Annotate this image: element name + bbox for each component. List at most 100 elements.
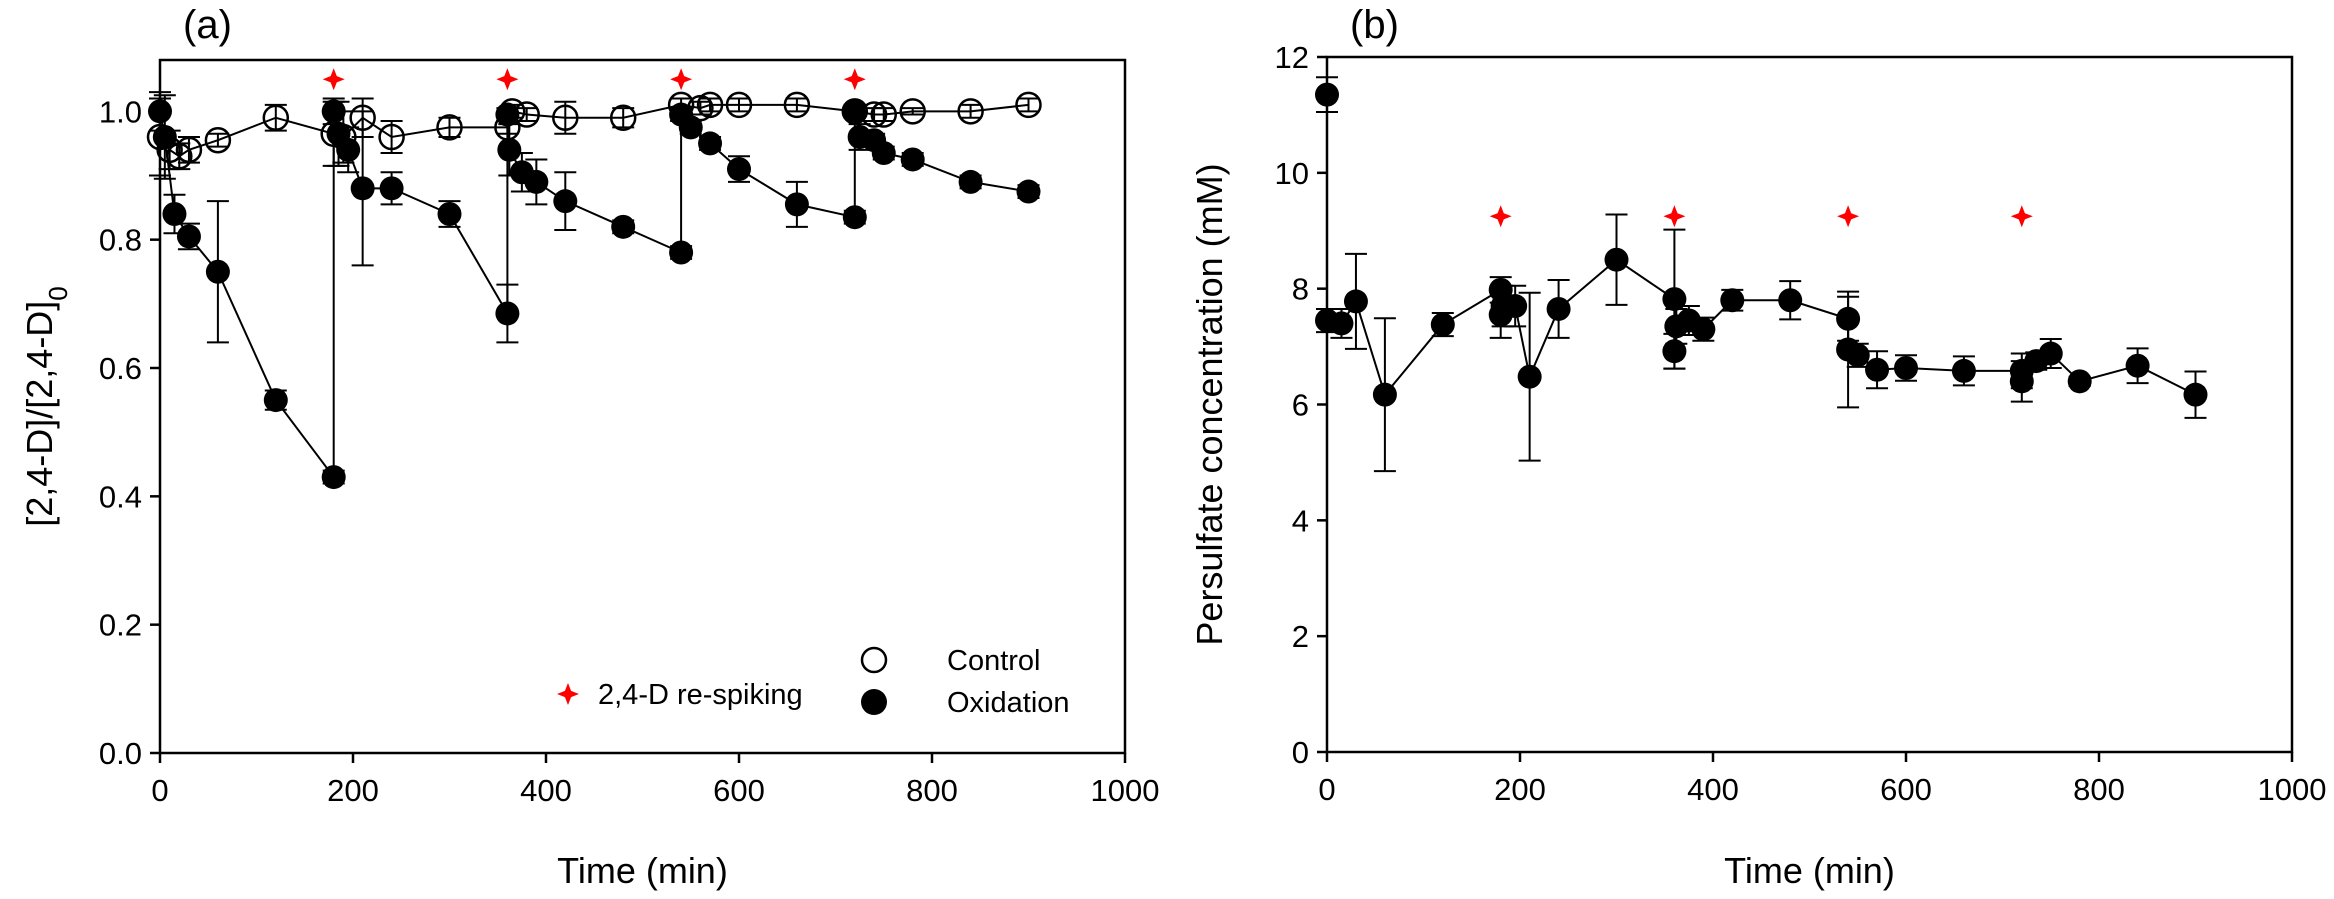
- persulfate-point: [1546, 296, 1571, 321]
- legend-control-label: Control: [947, 645, 1041, 677]
- persulfate-point: [1720, 288, 1745, 313]
- x-tick-label: 200: [327, 773, 379, 808]
- y-tick-label: 0.4: [99, 479, 142, 514]
- oxidation-point: [842, 205, 867, 230]
- control-point: [899, 98, 926, 125]
- oxidation-point: [727, 157, 751, 182]
- oxidation-point: [553, 189, 578, 214]
- control-line: [159, 103, 1029, 158]
- panel-b-x-axis-title: Time (min): [1724, 850, 1895, 891]
- panel-a-y-axis-title-main: [2,4-D]/[2,4-D]: [19, 301, 60, 527]
- control-point: [436, 114, 463, 141]
- oxidation-point: [842, 99, 867, 124]
- panel-a-x-axis: 0 200 400 600 800 1000: [151, 753, 1159, 808]
- y-tick-label: 0.6: [99, 351, 142, 386]
- panel-b-x-axis: 0 200 400 600 800 1000: [1318, 752, 2326, 807]
- oxidation-point: [379, 176, 404, 201]
- respike-star-icon: [1489, 205, 1512, 228]
- oxidation-line: [332, 111, 509, 314]
- panel-a: (a) 0 200 400 600 800 1000 0.0 0.2 0.4 0.6 0.8 1.0…: [19, 3, 1159, 891]
- persulfate-point: [1517, 364, 1542, 389]
- oxidation-line: [680, 113, 856, 219]
- persulfate-point: [1372, 382, 1397, 407]
- control-point: [783, 91, 811, 119]
- y-tick-label: 2: [1292, 619, 1309, 654]
- legend-oxidation-label: Oxidation: [947, 687, 1070, 719]
- y-tick-label: 4: [1292, 503, 1309, 538]
- control-point: [870, 101, 897, 128]
- persulfate-point: [1604, 247, 1629, 272]
- control-point: [552, 104, 579, 131]
- oxidation-point: [698, 131, 723, 156]
- respike-star-icon: [843, 68, 866, 91]
- y-tick-label: 12: [1275, 40, 1309, 75]
- panel-a-legend: Control Oxidation 2,4-D re-spiking: [557, 645, 1070, 719]
- control-point: [725, 91, 753, 119]
- panel-b-y-axis-title: Persulfate concentration (mM): [1189, 163, 1230, 645]
- oxidation-point: [162, 202, 187, 226]
- oxidation-point: [148, 99, 172, 124]
- oxidation-point: [350, 176, 375, 201]
- panel-b-label: (b): [1350, 3, 1399, 47]
- oxidation-point: [321, 99, 346, 124]
- control-point: [957, 98, 984, 125]
- persulfate-point: [1503, 294, 1528, 319]
- oxidation-point: [205, 259, 230, 284]
- persulfate-point: [1951, 358, 1976, 383]
- x-tick-label: 800: [906, 773, 958, 808]
- persulfate-point: [2038, 341, 2063, 366]
- persulfate-point: [2009, 369, 2034, 394]
- persulfate-point: [1329, 311, 1354, 336]
- panel-a-y-axis-title: [2,4-D]/[2,4-D]0: [19, 286, 73, 527]
- panel-b: (b) 0 200 400 600 800 1000 0 2 4 6 8 10 12 Time (mi…: [1189, 3, 2326, 891]
- legend-respike-label: 2,4-D re-spiking: [598, 679, 803, 711]
- control-point: [175, 136, 203, 164]
- persulfate-point: [1343, 289, 1368, 314]
- x-tick-label: 400: [520, 773, 572, 808]
- y-tick-label: 10: [1275, 156, 1309, 191]
- persulfate-point: [1865, 357, 1890, 382]
- panel-a-respike-markers: [322, 68, 866, 91]
- persulfate-line: [1326, 94, 2196, 397]
- persulfate-point: [2125, 353, 2150, 378]
- panel-b-y-axis: 0 2 4 6 8 10 12: [1275, 40, 1327, 770]
- panel-b-data: [1315, 76, 2208, 473]
- y-tick-label: 1.0: [99, 94, 142, 129]
- control-point: [262, 104, 290, 131]
- legend-control-marker: [860, 646, 888, 674]
- persulfate-point: [1845, 343, 1870, 368]
- panel-a-data: [146, 91, 1042, 490]
- control-point: [609, 104, 637, 131]
- oxidation-point: [437, 202, 462, 226]
- x-tick-label: 1000: [2258, 772, 2327, 807]
- persulfate-point: [1691, 317, 1716, 342]
- respike-star-icon: [670, 68, 693, 91]
- respike-star-icon: [496, 68, 519, 91]
- oxidation-point: [176, 224, 201, 249]
- oxidation-point: [784, 192, 809, 217]
- respike-star-icon: [322, 68, 345, 91]
- persulfate-point: [1662, 287, 1687, 312]
- persulfate-point: [1662, 339, 1687, 364]
- x-tick-label: 800: [2073, 772, 2125, 807]
- persulfate-point: [1430, 312, 1455, 337]
- panel-a-x-axis-title: Time (min): [557, 850, 728, 891]
- y-tick-label: 8: [1292, 272, 1309, 307]
- persulfate-point: [1894, 356, 1918, 381]
- oxidation-point: [263, 388, 288, 413]
- oxidation-point: [321, 465, 346, 490]
- panel-a-label: (a): [183, 3, 232, 47]
- x-tick-label: 0: [1318, 772, 1335, 807]
- x-tick-label: 200: [1494, 772, 1546, 807]
- oxidation-point: [336, 137, 361, 162]
- panel-b-respike-markers: [1489, 205, 2033, 228]
- oxidation-point: [669, 240, 694, 265]
- oxidation-point: [495, 301, 520, 326]
- panel-b-plot-frame: [1325, 55, 2294, 754]
- respike-star-icon: [1837, 205, 1860, 228]
- y-tick-label: 0: [1292, 735, 1309, 770]
- control-point: [204, 126, 232, 154]
- y-tick-label: 0.2: [99, 608, 142, 643]
- oxidation-point: [611, 214, 636, 239]
- persulfate-point: [2067, 369, 2092, 394]
